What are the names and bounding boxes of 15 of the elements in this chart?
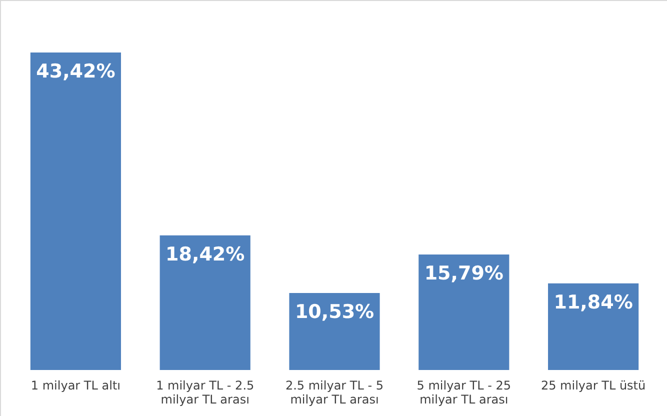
x-tick-label: 2.5 milyar TL - 5 milyar TL arası bbox=[285, 378, 384, 406]
x-tick-label: 25 milyar TL üstü bbox=[540, 378, 646, 392]
x-tick-label: 1 milyar TL altı bbox=[30, 378, 120, 392]
x-tick-label: 1 milyar TL - 2.5 milyar TL arası bbox=[156, 378, 254, 406]
bar bbox=[548, 283, 639, 370]
data-label: 18,42% bbox=[166, 243, 245, 266]
data-label: 15,79% bbox=[424, 262, 504, 285]
data-label: 11,84% bbox=[554, 291, 633, 314]
data-label: 43,42% bbox=[36, 60, 116, 83]
bar bbox=[30, 52, 121, 370]
bar bbox=[418, 254, 510, 370]
bar bbox=[160, 235, 250, 370]
bar bbox=[289, 293, 380, 370]
data-label: 10,53% bbox=[294, 301, 374, 324]
x-tick-label: 5 milyar TL - 25 milyar TL arası bbox=[416, 378, 512, 406]
